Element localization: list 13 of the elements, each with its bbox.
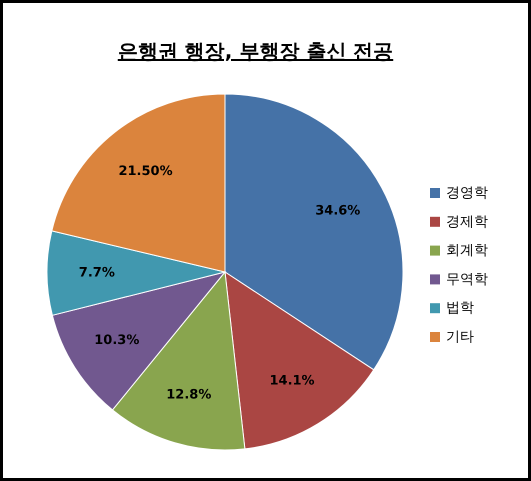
data-label: 21.50% <box>118 164 173 179</box>
data-label: 14.1% <box>269 374 315 389</box>
legend-label: 법학 <box>446 300 474 316</box>
legend-label: 회계학 <box>446 242 488 259</box>
legend-label: 무역학 <box>446 271 488 288</box>
legend-label: 기타 <box>446 329 474 345</box>
data-label: 10.3% <box>94 333 140 348</box>
data-label: 34.6% <box>315 204 360 219</box>
data-label: 12.8% <box>166 387 212 402</box>
legend-label: 경영학 <box>446 185 488 201</box>
data-label: 7.7% <box>78 265 115 280</box>
chart-title: 은행권 행장, 부행장 출신 전공 <box>118 39 394 63</box>
legend-label: 경제학 <box>446 214 488 230</box>
